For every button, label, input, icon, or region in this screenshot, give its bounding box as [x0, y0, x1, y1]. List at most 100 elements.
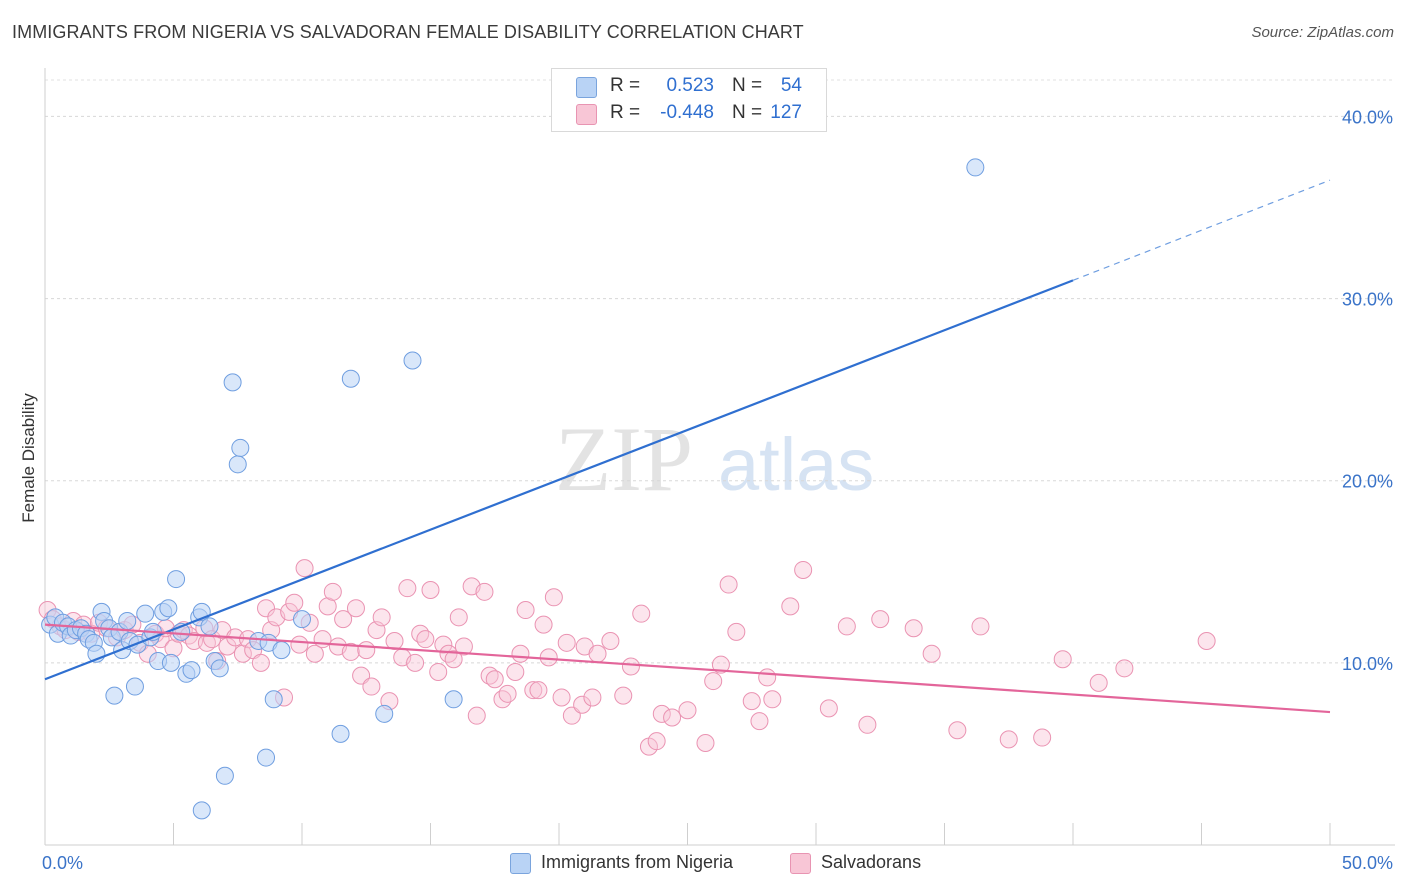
stats-row-salvadorans: R = -0.448 N = 127	[552, 101, 826, 127]
salvadoran-point	[647, 732, 666, 751]
salvadoran-point	[632, 604, 651, 623]
nigeria-point	[200, 617, 219, 636]
salvadoran-point	[357, 641, 376, 660]
salvadoran-point	[516, 601, 535, 620]
salvadoran-point	[434, 635, 453, 654]
nigeria-point	[215, 766, 234, 785]
nigeria-point	[966, 158, 985, 177]
stats-r-label: R =	[610, 75, 641, 96]
salvadoran-point	[341, 642, 360, 661]
salvadoran-point	[727, 622, 746, 641]
salvadoran-point	[573, 695, 592, 714]
y-tick-label: 10.0%	[1342, 654, 1393, 674]
stats-r-value: 0.523	[666, 75, 714, 96]
nigeria-point	[272, 641, 291, 660]
salvadoran-point	[529, 681, 548, 700]
stats-n-label: N =	[732, 102, 763, 123]
salvadoran-point	[485, 670, 504, 689]
salvadoran-point	[858, 715, 877, 734]
legend-label-salvadorans: Salvadorans	[821, 852, 922, 872]
legend-swatch-nigeria	[510, 853, 531, 874]
nigeria-point	[210, 659, 229, 678]
nigeria-point	[257, 748, 276, 767]
nigeria-point	[105, 686, 124, 705]
salvadoran-point	[552, 688, 571, 707]
y-axis-label: Female Disability	[19, 393, 38, 523]
salvadoran-point	[621, 657, 640, 676]
watermark: ZIP atlas	[555, 408, 874, 510]
salvadoran-point	[837, 617, 856, 636]
salvadoran-point	[678, 701, 697, 720]
salvadoran-point	[758, 668, 777, 687]
x-tick-label: 50.0%	[1342, 853, 1393, 873]
trend-lines	[44, 179, 1331, 714]
salvadoran-point	[534, 615, 553, 634]
salvadoran-point	[763, 690, 782, 709]
salvadoran-point	[652, 704, 671, 723]
stats-row-nigeria: R = 0.523 N = 54	[552, 74, 826, 100]
salvadoran-point	[257, 599, 276, 618]
salvadoran-point	[1053, 650, 1072, 669]
salvadoran-point	[305, 644, 324, 663]
salvadoran-trend-line	[44, 623, 1331, 714]
salvadoran-point	[313, 630, 332, 649]
salvadoran-point	[334, 610, 353, 629]
salvadoran-point	[506, 662, 525, 681]
salvadoran-point	[794, 560, 813, 579]
salvadoran-point	[583, 688, 602, 707]
salvadoran-point	[750, 712, 769, 731]
salvadoran-point	[948, 721, 967, 740]
salvadoran-point	[663, 708, 682, 727]
salvadoran-point	[233, 644, 252, 663]
nigeria-point	[223, 373, 242, 392]
salvadoran-point	[449, 608, 468, 627]
nigeria-point	[192, 801, 211, 820]
salvadoran-point	[285, 593, 304, 612]
salvadoran-point	[544, 588, 563, 607]
nigeria-point	[159, 599, 178, 618]
salvadoran-point	[781, 597, 800, 616]
stats-box: R = 0.523 N = 54 R = -0.448 N = 127	[551, 68, 827, 132]
nigeria-point	[161, 653, 180, 672]
stats-n-value: 54	[780, 75, 802, 96]
salvadoran-point	[295, 559, 314, 578]
salvadoran-point	[1197, 632, 1216, 650]
salvadoran-point	[922, 644, 941, 663]
salvadoran-point	[398, 579, 417, 598]
salvadoran-point	[362, 677, 381, 696]
legend-label-nigeria: Immigrants from Nigeria	[541, 852, 734, 872]
salvadoran-point	[318, 597, 337, 616]
nigeria-trend-line	[44, 279, 1074, 681]
watermark-zip: ZIP	[555, 408, 693, 510]
salvadoran-point	[999, 730, 1018, 749]
salvadoran-point	[742, 692, 761, 711]
nigeria-point	[125, 677, 144, 696]
salvadoran-point	[871, 610, 890, 629]
nigeria-point	[228, 455, 247, 474]
salvadoran-point	[1033, 728, 1052, 747]
salvadoran-point	[1115, 659, 1134, 678]
y-tick-label: 30.0%	[1342, 290, 1393, 310]
salvadoran-point	[429, 662, 448, 681]
legend-swatch-salvadorans	[790, 853, 811, 874]
chart-source: Source: ZipAtlas.com	[1251, 24, 1394, 41]
nigeria-point	[231, 438, 250, 457]
salvadoran-point	[480, 666, 499, 685]
salvadoran-point	[346, 599, 365, 618]
salvadoran-point	[614, 686, 633, 705]
salvadoran-point	[601, 632, 620, 650]
salvadoran-point	[696, 734, 715, 752]
salvadoran-point	[411, 624, 430, 643]
nigeria-point	[444, 690, 463, 709]
salvadoran-point	[557, 633, 576, 652]
salvadoran-point	[493, 690, 512, 709]
salvadoran-point	[511, 644, 530, 663]
salvadoran-point	[406, 653, 425, 672]
salvadoran-point	[711, 655, 730, 674]
axes	[44, 68, 1395, 846]
x-tick-label: 0.0%	[42, 853, 83, 873]
salvadoran-point	[704, 672, 723, 691]
watermark-atlas: atlas	[718, 423, 874, 506]
salvadoran-point	[421, 581, 440, 599]
